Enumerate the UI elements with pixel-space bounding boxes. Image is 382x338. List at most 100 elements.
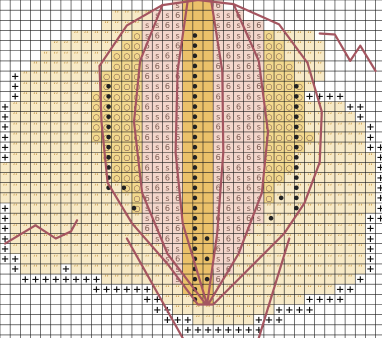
cloud-cell [40,243,51,254]
cloud-cell [30,253,41,264]
cloud-cell [30,131,41,143]
cloud-cell [101,263,112,275]
french-knot-dot [192,155,198,160]
cloud-cell [314,192,325,203]
balloon-cell [284,121,295,132]
balloon-cell [253,111,264,122]
balloon-cell [304,131,315,143]
cloud-cell [50,253,61,264]
cloud-cell [40,152,51,163]
cloud-cell [10,131,21,143]
cloud-cell [111,213,122,224]
cloud-cell [223,274,234,285]
cloud-cell [131,213,143,224]
cloud-cell [71,71,82,82]
cloud-cell [111,223,122,234]
cloud-cell [142,243,153,254]
cross-symbol: + [376,193,382,204]
cloud-cell [71,233,82,244]
balloon-cell [213,50,224,61]
balloon-cell [142,71,153,82]
balloon-cell [131,192,143,203]
cloud-cell [40,253,51,264]
cross-symbol: + [11,264,19,275]
cloud-cell [223,304,234,315]
balloon-cell [152,60,163,72]
cloud-cell [324,274,335,285]
cloud-cell [60,142,72,153]
french-knot-dot [106,124,111,130]
balloon-cell [223,142,234,153]
balloon-cell [203,111,214,122]
cloud-cell [274,294,285,305]
cloud-cell [50,101,61,112]
cloud-cell [121,263,132,275]
balloon-cell [274,50,285,61]
french-knot-dot [192,114,198,120]
cloud-cell [91,182,102,193]
cloud-cell [274,203,285,214]
balloon-cell [203,162,214,173]
cross-symbol: + [326,92,334,103]
cross-symbol: + [184,325,192,336]
cloud-cell [81,71,92,82]
balloon-cell [253,91,264,102]
cross-symbol: + [305,92,313,103]
balloon-cell [243,50,254,61]
cloud-cell [314,203,325,214]
cloud-cell [81,101,92,112]
balloon-cell [162,142,173,153]
french-knot-dot [106,104,111,109]
balloon-cell [263,162,275,173]
cloud-cell [304,223,315,234]
cloud-cell [213,304,224,315]
balloon-cell [162,203,173,214]
cloud-cell [121,274,132,285]
cross-symbol: + [52,274,60,285]
cross-symbol: + [1,203,9,214]
balloon-cell [182,60,193,72]
balloon-cell [203,30,214,41]
balloon-cell [162,101,173,112]
cross-symbol: + [194,325,202,336]
cloud-cell [111,263,122,275]
cloud-cell [111,233,122,244]
cloud-cell [111,203,122,214]
cross-symbol: + [366,234,374,245]
balloon-cell [213,192,224,203]
cloud-cell [314,50,325,61]
balloon-cell [294,111,305,122]
cloud-cell [345,162,356,173]
balloon-cell [203,142,214,153]
balloon-cell [152,111,163,122]
cloud-cell [334,263,346,275]
balloon-fill [91,0,315,305]
cloud-cell [284,40,295,51]
cross-symbol: + [102,285,110,296]
cloud-cell [0,192,11,203]
balloon-cell [233,142,244,153]
balloon-cell [192,192,203,203]
cloud-cell [294,223,305,234]
cloud-cell [71,263,82,275]
balloon-cell [233,111,244,122]
balloon-cell [131,30,143,41]
cloud-cell [50,182,61,193]
french-knot-dot [294,144,299,150]
french-knot-dot [294,94,299,99]
balloon-cell [131,60,143,72]
french-knot-dot [192,215,198,221]
cloud-cell [91,60,102,72]
balloon-cell [223,152,234,163]
balloon-cell [131,111,143,122]
cloud-cell [355,203,366,214]
cloud-cell [263,233,275,244]
balloon-cell [111,172,122,183]
cloud-cell [355,142,366,153]
cloud-cell [20,192,31,203]
cloud-cell [304,162,315,173]
cloud-cell [243,233,254,244]
cloud-cell [81,213,92,224]
balloon-cell [253,213,264,224]
cloud-cell [172,304,183,315]
